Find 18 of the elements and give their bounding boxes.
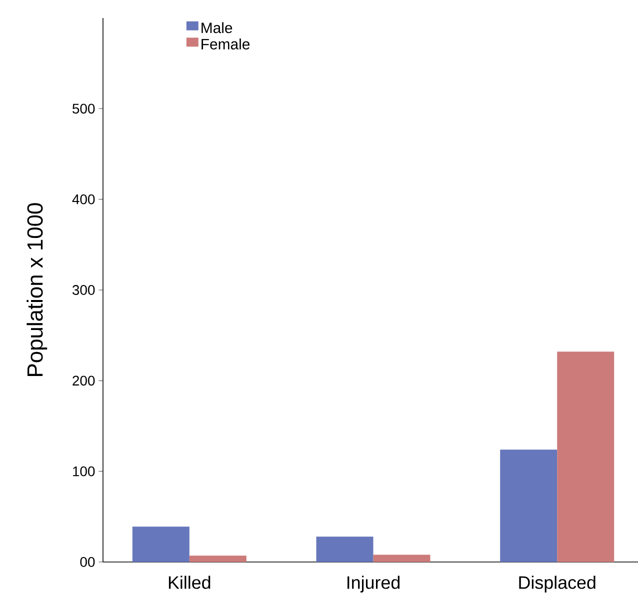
bar xyxy=(132,526,190,562)
x-tick-label: Displaced xyxy=(519,576,596,592)
y-tick-label: 400 xyxy=(72,194,95,204)
y-tick-label: 100 xyxy=(73,466,95,476)
y-axis-title: Population x 1000 xyxy=(26,203,48,376)
bar xyxy=(189,556,246,562)
y-tick-label: 200 xyxy=(72,376,95,386)
legend-label: Male xyxy=(202,22,232,34)
bar xyxy=(500,450,558,562)
y-tick-label: 300 xyxy=(72,285,95,295)
legend-label: Female xyxy=(202,38,250,50)
y-tick-label: 500 xyxy=(72,104,95,114)
x-tick-label: Injured xyxy=(348,576,400,592)
y-tick-label: 00 xyxy=(80,557,95,567)
bar xyxy=(373,554,430,562)
x-tick-label: Killed xyxy=(168,576,210,589)
bar xyxy=(316,536,374,562)
bar xyxy=(557,352,614,562)
